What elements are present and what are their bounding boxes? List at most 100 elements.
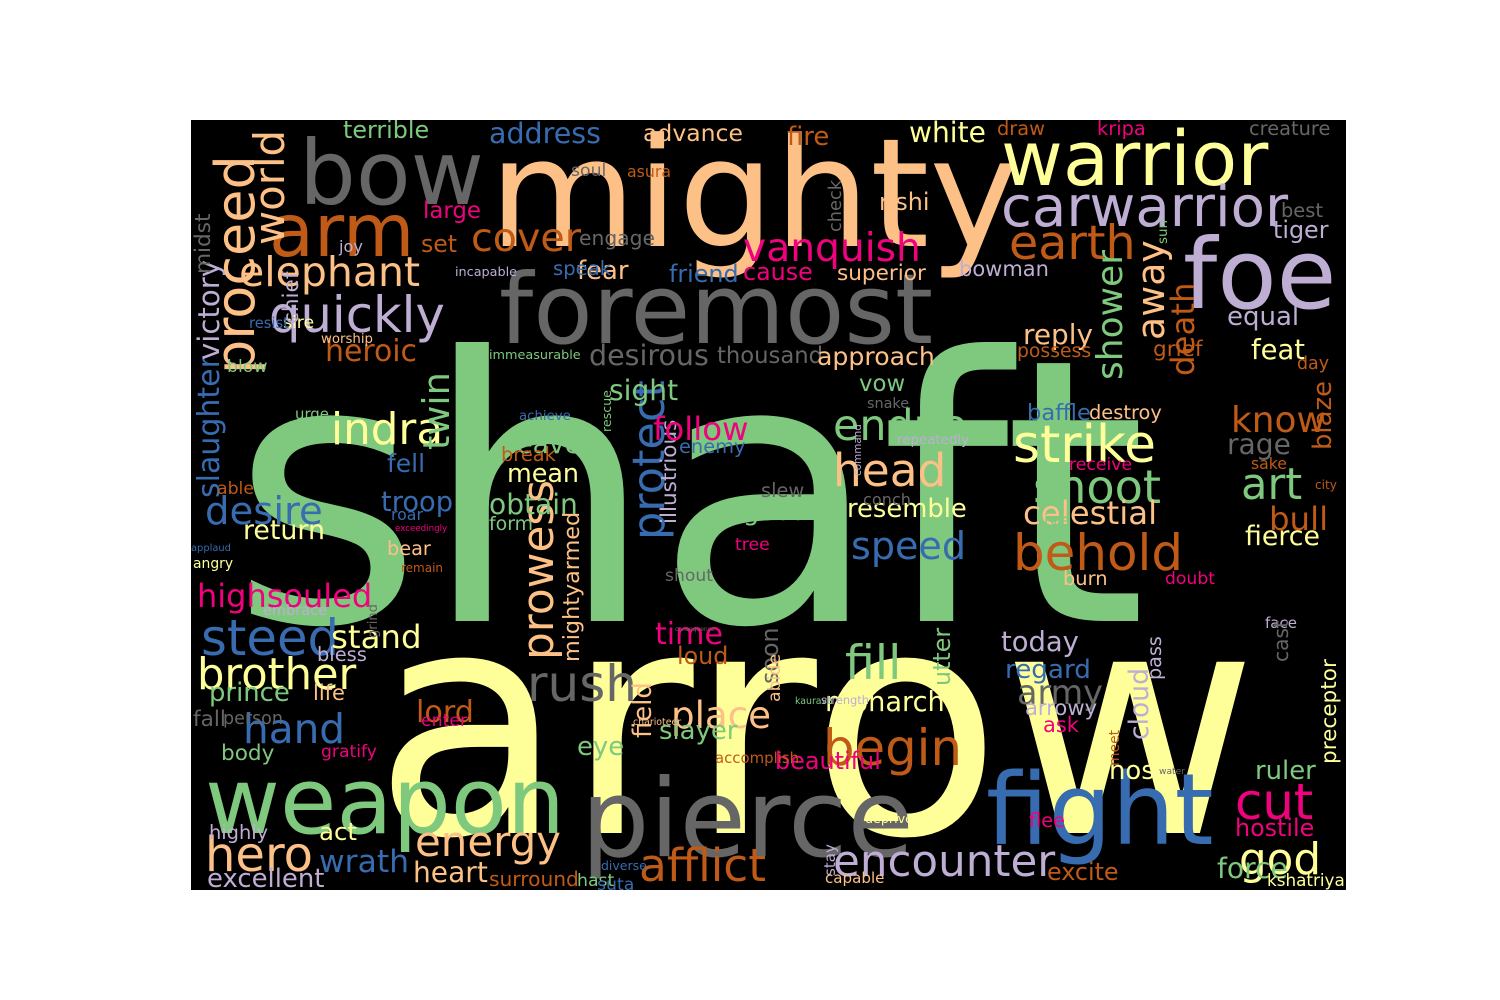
word-rage: rage bbox=[1227, 427, 1291, 461]
word-bow: bow bbox=[299, 122, 484, 227]
word-repeatedly: repeatedly bbox=[897, 433, 970, 449]
word-joy: joy bbox=[339, 236, 363, 256]
word-angry: angry bbox=[193, 556, 234, 573]
word-fell: fell bbox=[387, 448, 426, 478]
word-sight: sight bbox=[609, 373, 679, 407]
word-chief: chief bbox=[279, 271, 304, 324]
word-diverse: diverse bbox=[601, 857, 647, 873]
word-receive: receive bbox=[1069, 455, 1133, 476]
word-regard: regard bbox=[1005, 654, 1091, 685]
word-blow: blow bbox=[227, 357, 268, 378]
word-asura: asura bbox=[627, 162, 672, 182]
word-grind: grind bbox=[366, 604, 381, 638]
word-stand: stand bbox=[331, 617, 422, 656]
word-cast: cast bbox=[1269, 620, 1293, 662]
word-command: command bbox=[852, 424, 864, 476]
word-exceedingly: exceedingly bbox=[395, 523, 448, 534]
word-feat: feat bbox=[1251, 335, 1306, 367]
word-indra: indra bbox=[331, 405, 444, 456]
word-cut: cut bbox=[1235, 773, 1314, 832]
word-shout: shout bbox=[665, 566, 713, 587]
word-force: force bbox=[1217, 851, 1288, 885]
word-elephant: elephant bbox=[239, 248, 421, 297]
word-flee: flee bbox=[1029, 809, 1066, 833]
word-address: address bbox=[489, 120, 601, 150]
word-behold: behold bbox=[1013, 524, 1184, 583]
word-return: return bbox=[243, 514, 325, 546]
word-break: break bbox=[501, 443, 556, 467]
word-twin: twin bbox=[415, 372, 458, 450]
word-strike: strike bbox=[1013, 415, 1156, 476]
word-abide: abide bbox=[765, 654, 785, 702]
word-warrior: warrior bbox=[1001, 120, 1269, 204]
word-able: able bbox=[217, 479, 254, 500]
word-suta: suta bbox=[597, 875, 635, 890]
word-set: set bbox=[421, 230, 458, 259]
word-day: day bbox=[1297, 354, 1329, 375]
word-shaft: shaft bbox=[231, 280, 1147, 709]
word-today: today bbox=[1001, 627, 1079, 659]
word-immeasurable: immeasurable bbox=[489, 347, 581, 363]
word-person: person bbox=[223, 709, 283, 730]
word-check: check bbox=[825, 179, 846, 232]
word-engage: engage bbox=[579, 225, 655, 250]
word-speed: speed bbox=[851, 523, 967, 568]
word-fall: fall bbox=[193, 707, 226, 733]
word-desirous: desirous bbox=[589, 338, 709, 372]
word-victory: victory bbox=[192, 259, 226, 360]
word-possess: possess bbox=[1017, 340, 1092, 362]
word-time: time bbox=[655, 616, 723, 652]
word-rishi: rishi bbox=[879, 188, 930, 217]
word-begin: begin bbox=[823, 719, 962, 778]
word-meet: meet bbox=[1107, 729, 1123, 766]
word-superior: superior bbox=[837, 261, 926, 287]
word-city: city bbox=[1315, 477, 1337, 492]
word-baffle: baffle bbox=[1027, 399, 1091, 426]
word-desire: desire bbox=[205, 488, 323, 534]
word-host: host bbox=[1109, 756, 1165, 787]
word-slayer: slayer bbox=[659, 716, 738, 747]
word-eye: eye bbox=[577, 732, 625, 763]
word-cloud-words: shaft arrow mighty foremost weapon pierce bow w… bbox=[191, 120, 1346, 890]
word-place: place bbox=[671, 693, 772, 738]
word-mean: mean bbox=[507, 458, 580, 489]
word-head: head bbox=[833, 444, 947, 498]
word-field: field bbox=[628, 682, 658, 738]
word-blaze: blaze bbox=[1308, 380, 1338, 450]
word-speak: speak bbox=[553, 257, 612, 281]
word-good: good bbox=[743, 497, 808, 528]
word-encounter: encounter bbox=[833, 837, 1056, 888]
word-hand: hand bbox=[243, 704, 346, 753]
word-vow: vow bbox=[859, 370, 906, 397]
word-achieve: achieve bbox=[519, 409, 571, 425]
word-live: live bbox=[1039, 511, 1070, 532]
word-brother: brother bbox=[197, 650, 357, 701]
word-quickly: quickly bbox=[269, 286, 445, 345]
word-best: best bbox=[1281, 199, 1323, 223]
word-tree: tree bbox=[735, 535, 770, 556]
word-endue: endue bbox=[833, 400, 968, 451]
word-arm: arm bbox=[269, 189, 415, 275]
word-cloud: shaft arrow mighty foremost weapon pierce bow w… bbox=[191, 120, 1346, 890]
word-resist: resist bbox=[249, 314, 289, 332]
word-carwarrior: carwarrior bbox=[1001, 174, 1289, 240]
word-art: art bbox=[1241, 460, 1303, 511]
word-approach: approach bbox=[817, 342, 935, 372]
word-worship: worship bbox=[321, 332, 373, 348]
word-sake: sake bbox=[1251, 454, 1287, 474]
word-hast: hast bbox=[577, 871, 615, 890]
word-embrace: embrace bbox=[263, 602, 327, 619]
word-fight: fight bbox=[986, 753, 1214, 869]
word-thousand: thousand bbox=[717, 342, 824, 369]
word-afflict: afflict bbox=[639, 839, 767, 890]
word-enemy: enemy bbox=[679, 435, 746, 459]
word-consequence: consequence bbox=[675, 625, 715, 633]
word-excellent: excellent bbox=[207, 864, 325, 890]
word-prince: prince bbox=[209, 678, 290, 709]
word-enter: enter bbox=[421, 711, 468, 732]
word-burn: burn bbox=[1063, 567, 1108, 591]
word-steed: steed bbox=[201, 609, 340, 668]
word-large: large bbox=[423, 197, 482, 224]
word-shower: shower bbox=[1090, 250, 1131, 380]
word-beautiful: beautiful bbox=[775, 747, 881, 776]
